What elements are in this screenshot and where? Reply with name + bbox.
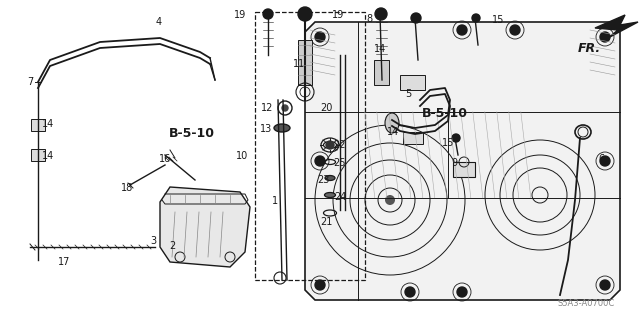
Text: B-5-10: B-5-10 bbox=[422, 107, 468, 120]
Circle shape bbox=[600, 32, 610, 42]
Text: 16: 16 bbox=[159, 154, 172, 164]
Ellipse shape bbox=[325, 175, 335, 181]
Text: 11: 11 bbox=[293, 59, 306, 69]
Circle shape bbox=[457, 287, 467, 297]
Text: 4: 4 bbox=[156, 17, 162, 27]
Circle shape bbox=[600, 280, 610, 290]
Ellipse shape bbox=[324, 192, 335, 197]
Text: 13: 13 bbox=[259, 124, 272, 134]
Bar bbox=[255, 12, 365, 280]
Circle shape bbox=[457, 25, 467, 35]
Circle shape bbox=[411, 13, 421, 23]
Bar bbox=[403, 132, 423, 144]
Text: 15: 15 bbox=[492, 15, 504, 25]
Bar bbox=[400, 75, 425, 90]
Circle shape bbox=[326, 141, 334, 149]
Circle shape bbox=[510, 25, 520, 35]
Bar bbox=[374, 60, 389, 85]
Text: 1: 1 bbox=[272, 196, 278, 206]
Polygon shape bbox=[160, 187, 250, 267]
Circle shape bbox=[472, 14, 480, 22]
Circle shape bbox=[263, 9, 273, 19]
Circle shape bbox=[452, 134, 460, 142]
Polygon shape bbox=[305, 22, 620, 300]
Text: 19: 19 bbox=[332, 10, 344, 20]
Text: S5A3-A0700C: S5A3-A0700C bbox=[557, 299, 615, 308]
Ellipse shape bbox=[274, 124, 290, 132]
Text: 17: 17 bbox=[58, 256, 70, 267]
Bar bbox=[453, 162, 475, 177]
Text: 14: 14 bbox=[42, 151, 54, 161]
Circle shape bbox=[375, 8, 387, 20]
Circle shape bbox=[298, 7, 312, 21]
Text: 23: 23 bbox=[317, 175, 330, 185]
Circle shape bbox=[405, 287, 415, 297]
Text: 12: 12 bbox=[261, 103, 274, 114]
Text: B-5-10: B-5-10 bbox=[169, 128, 215, 140]
Text: 15: 15 bbox=[442, 138, 454, 148]
Text: 22: 22 bbox=[333, 140, 346, 150]
Text: 19: 19 bbox=[234, 10, 246, 20]
Text: 8: 8 bbox=[367, 13, 373, 24]
Polygon shape bbox=[595, 15, 638, 38]
Text: 2: 2 bbox=[170, 241, 176, 251]
Text: 14: 14 bbox=[374, 44, 387, 55]
Ellipse shape bbox=[385, 113, 399, 133]
Bar bbox=[298, 40, 312, 85]
Text: 6: 6 bbox=[598, 154, 605, 165]
Circle shape bbox=[282, 105, 288, 111]
Circle shape bbox=[600, 156, 610, 166]
Text: 24: 24 bbox=[334, 192, 347, 202]
Text: 14: 14 bbox=[42, 119, 54, 130]
Text: 5: 5 bbox=[405, 89, 412, 99]
Circle shape bbox=[315, 156, 325, 166]
Text: 7: 7 bbox=[28, 77, 34, 87]
Circle shape bbox=[385, 195, 395, 205]
Text: 10: 10 bbox=[236, 151, 248, 161]
Circle shape bbox=[315, 280, 325, 290]
Text: 21: 21 bbox=[320, 217, 333, 227]
Text: 20: 20 bbox=[320, 103, 333, 114]
Text: FR.: FR. bbox=[578, 42, 601, 55]
Text: 25: 25 bbox=[333, 158, 346, 168]
Text: 3: 3 bbox=[150, 236, 157, 246]
Bar bbox=[31, 119, 45, 131]
Text: 14: 14 bbox=[387, 127, 399, 137]
Text: 18: 18 bbox=[120, 183, 133, 193]
Bar bbox=[31, 149, 45, 161]
Circle shape bbox=[315, 32, 325, 42]
Text: 9: 9 bbox=[451, 158, 458, 168]
